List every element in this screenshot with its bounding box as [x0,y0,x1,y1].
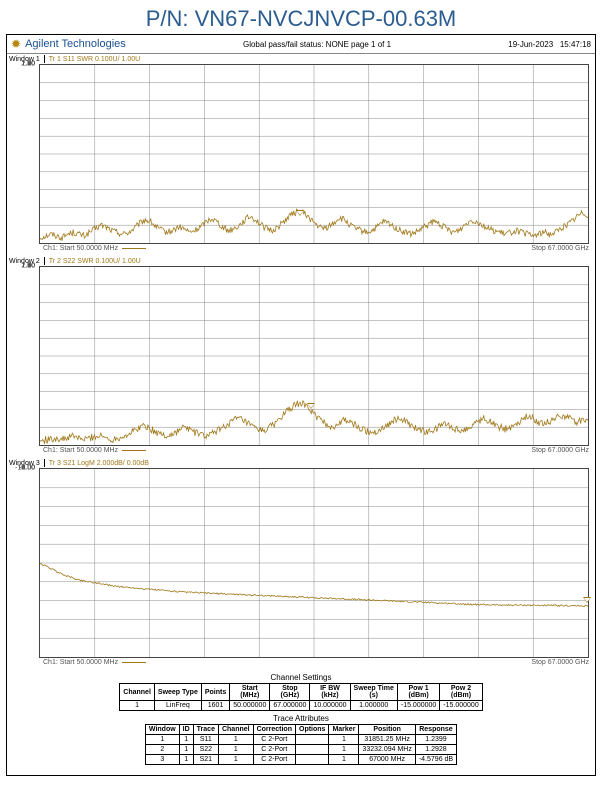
table-header: ID [179,725,193,735]
table-header: Options [296,725,329,735]
table-header: Sweep Type [154,684,201,701]
table-cell: S22 [193,745,218,755]
table-cell: -15.000000 [440,701,482,711]
table-cell: LinFreq [154,701,201,711]
table-header: Position [359,725,415,735]
chart-block-1: Window 1Tr 1 S11 SWR 0.100U/ 1.00U> 1: 3… [7,54,595,256]
header-bar: ✹ Agilent Technologies Global pass/fail … [7,35,595,54]
table-cell: 33232.094 MHz [359,745,415,755]
table-header: Window [145,725,179,735]
marker-icon [296,210,304,216]
table-cell: 1 [179,755,193,765]
table-cell [296,755,329,765]
trace-swatch-icon [122,662,146,663]
table-row: 31S211C 2-Port167000 MHz-4.5796 dB [145,755,456,765]
table-header: IF BW(kHz) [310,684,350,701]
charts-container: Window 1Tr 1 S11 SWR 0.100U/ 1.00U> 1: 3… [7,54,595,670]
table-header: Trace [193,725,218,735]
table-cell [296,745,329,755]
brand-name: Agilent Technologies [25,38,126,50]
table-cell: 1.2399 [415,735,456,745]
table-header: Points [201,684,229,701]
table-header: Marker [329,725,359,735]
table-cell: S21 [193,755,218,765]
table-cell: 1 [218,735,253,745]
x-axis-footer: Ch1: Start 50.0000 MHz Stop 67.0000 GHz [7,244,595,256]
trace-attributes-table: Trace Attributes WindowIDTraceChannelCor… [145,713,457,765]
table-cell: 50.000000 [230,701,270,711]
table-cell: 1 [329,735,359,745]
table-header: Start(MHz) [230,684,270,701]
tables-block: Channel Settings ChannelSweep TypePoints… [7,670,595,775]
table-cell: 67000 MHz [359,755,415,765]
table-row: 21S221C 2-Port133232.094 MHz1.2928 [145,745,456,755]
table-cell: 67.000000 [270,701,310,711]
logo: ✹ Agilent Technologies [11,37,126,51]
table-cell: 31851.25 MHz [359,735,415,745]
agilent-star-icon: ✹ [11,37,21,51]
trace-label: Tr 2 S22 SWR 0.100U/ 1.00U [49,258,141,265]
table-cell: 1 [120,701,155,711]
table-header: Channel [120,684,155,701]
trace-attributes-caption: Trace Attributes [145,713,457,724]
table-cell: 1 [145,735,179,745]
x-start-label: Ch1: Start 50.0000 MHz [43,659,118,666]
table-row: 11S111C 2-Port131851.25 MHz1.2399 [145,735,456,745]
page-title: P/N: VN67-NVCJNVCP-00.63M [0,0,602,34]
channel-settings-caption: Channel Settings [119,672,482,683]
table-header: Correction [253,725,295,735]
table-cell: 1.2928 [415,745,456,755]
report-frame: ✹ Agilent Technologies Global pass/fail … [6,34,596,776]
plot-area [39,468,589,658]
table-cell: 1.000000 [350,701,397,711]
header-status: Global pass/fail status: NONE page 1 of … [126,40,509,49]
table-cell: 1 [329,745,359,755]
plot-area [39,64,589,244]
channel-settings-table: Channel Settings ChannelSweep TypePoints… [119,672,482,711]
table-cell [296,735,329,745]
plot-area [39,266,589,446]
chart-block-2: Window 2Tr 2 S22 SWR 0.100U/ 1.00U> 1: 3… [7,256,595,458]
x-axis-footer: Ch1: Start 50.0000 MHz Stop 67.0000 GHz [7,446,595,458]
table-header: Channel [218,725,253,735]
table-cell: 1 [329,755,359,765]
trace-label: Tr 3 S21 LogM 2.000dB/ 0.00dB [49,460,149,467]
trace-swatch-icon [122,450,146,451]
table-header: Stop(GHz) [270,684,310,701]
table-cell: 3 [145,755,179,765]
x-stop-label: Stop 67.0000 GHz [531,447,589,454]
report-date: 19-Jun-2023 [508,40,553,49]
x-axis-footer: Ch1: Start 50.0000 MHz Stop 67.0000 GHz [7,658,595,670]
trace-label: Tr 1 S11 SWR 0.100U/ 1.00U [49,56,140,63]
header-date: 19-Jun-2023 15:47:18 [508,40,591,49]
chart-block-3: Window 3Tr 3 S21 LogM 2.000dB/ 0.00dB> 1… [7,458,595,670]
table-header: Pow 1(dBm) [397,684,439,701]
x-start-label: Ch1: Start 50.0000 MHz [43,447,118,454]
x-stop-label: Stop 67.0000 GHz [531,245,589,252]
table-cell: 1601 [201,701,229,711]
table-cell: 1 [179,745,193,755]
table-cell: C 2-Port [253,735,295,745]
table-cell: 1 [179,735,193,745]
x-start-label: Ch1: Start 50.0000 MHz [43,245,118,252]
table-cell: 1 [218,755,253,765]
table-header: Response [415,725,456,735]
marker-icon [307,403,315,409]
table-header: Pow 2(dBm) [440,684,482,701]
marker-icon [583,597,591,603]
table-cell: -4.5796 dB [415,755,456,765]
table-cell: S11 [193,735,218,745]
report-time: 15:47:18 [560,40,591,49]
table-cell: 1 [218,745,253,755]
table-cell: 10.000000 [310,701,350,711]
table-header: Sweep Time(s) [350,684,397,701]
x-stop-label: Stop 67.0000 GHz [531,659,589,666]
trace-swatch-icon [122,248,146,249]
table-cell: 2 [145,745,179,755]
table-cell: C 2-Port [253,745,295,755]
table-cell: -15.000000 [397,701,439,711]
table-cell: C 2-Port [253,755,295,765]
table-row: 1LinFreq160150.00000067.00000010.0000001… [120,701,482,711]
